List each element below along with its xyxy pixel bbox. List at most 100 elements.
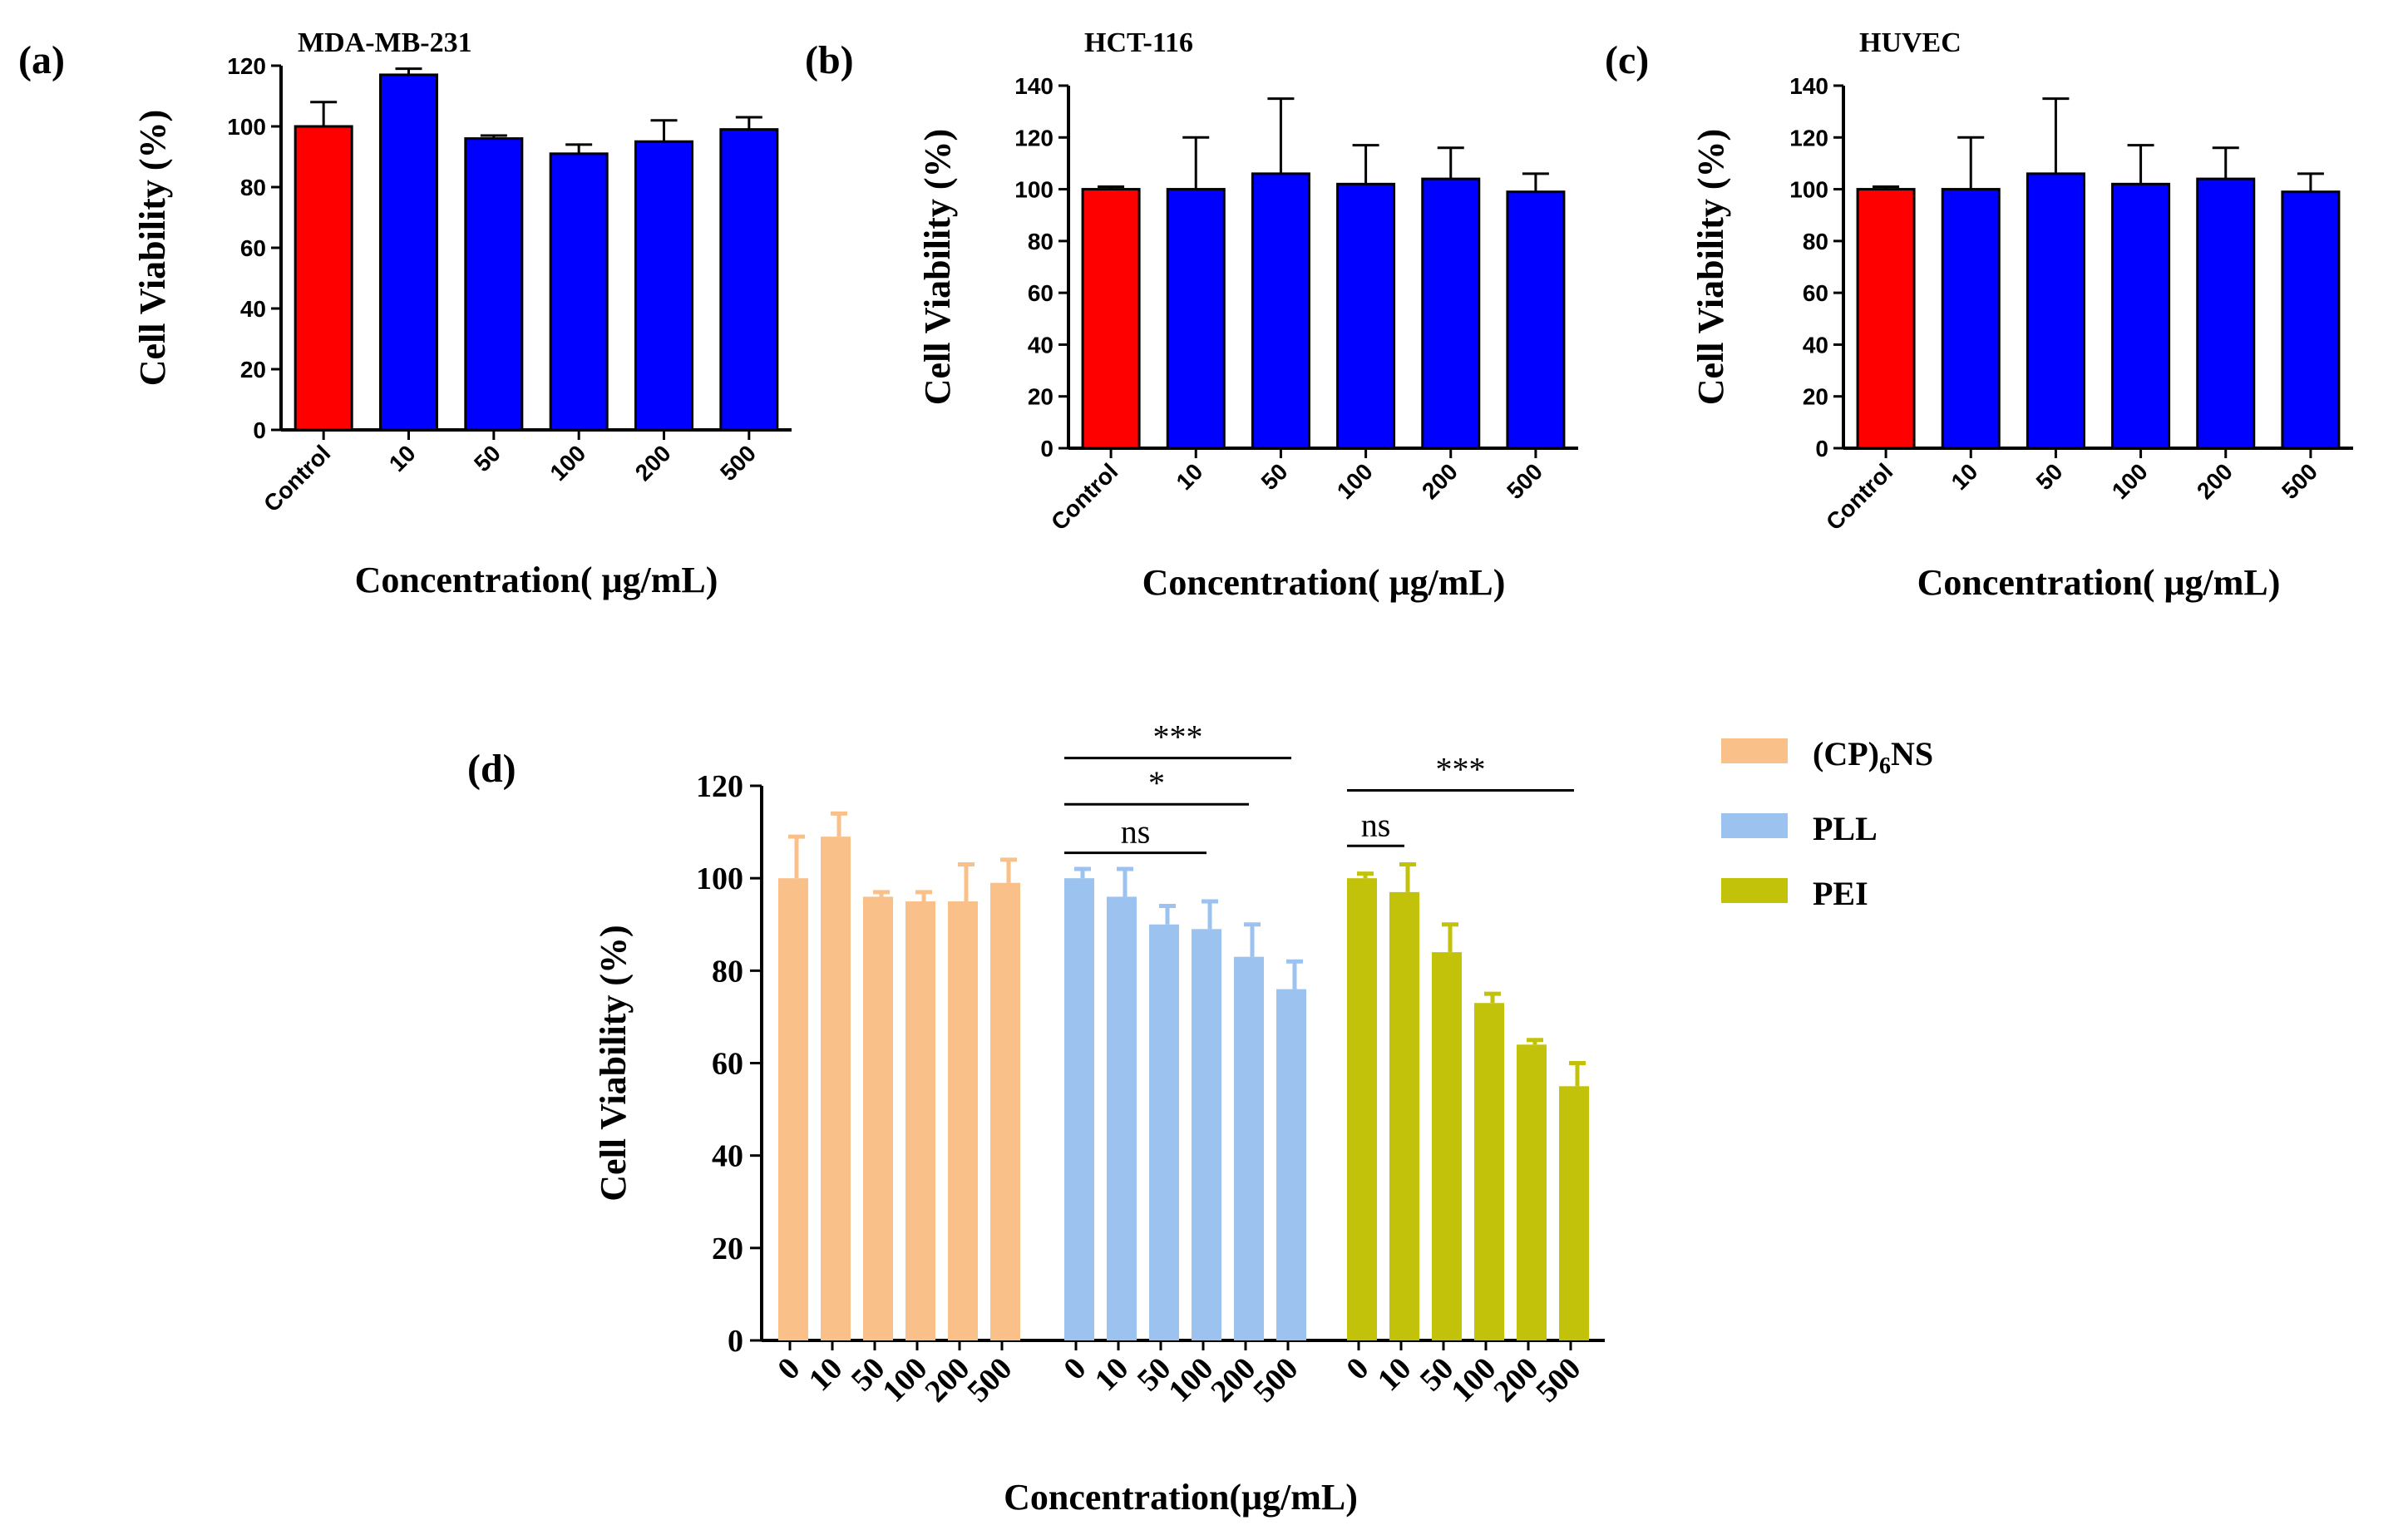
y-tick-label: 20 (712, 1231, 743, 1266)
y-axis-title: Cell Viability (%) (132, 110, 173, 386)
y-tick-label: 60 (1028, 280, 1054, 306)
x-tick-label: 500 (1246, 1351, 1305, 1409)
panel-a-chart: (a) MDA-MB-231 0 20 40 60 80 100 120 Control 10 5… (18, 27, 792, 600)
panel-d-letter: (d) (467, 747, 516, 791)
x-tick-label: 50 (469, 440, 506, 476)
x-tick-label: 100 (545, 440, 590, 486)
bar (1941, 188, 2001, 450)
y-tick-label: 0 (253, 417, 266, 443)
x-tick-label: 100 (1332, 458, 1378, 504)
y-tick-label: 40 (1803, 332, 1828, 358)
y-tick-label: 20 (240, 357, 266, 383)
x-tick-label: 200 (630, 440, 676, 486)
bar (1856, 188, 1916, 450)
x-tick-label: 100 (2107, 458, 2153, 504)
y-tick-label: 0 (1040, 436, 1054, 461)
significance-label: *** (1153, 718, 1203, 756)
y-tick-label: 40 (240, 296, 266, 322)
bar (778, 878, 808, 1340)
bar (1149, 924, 1179, 1340)
bar (1276, 989, 1306, 1340)
legend-swatch (1721, 813, 1788, 838)
bar (990, 882, 1020, 1340)
bar (294, 125, 353, 432)
panel-b-chart: (b) HCT-116 0 20 40 60 80 100 120 140 Control 10 5… (805, 27, 1578, 603)
panel-a-letter: (a) (18, 38, 65, 82)
y-tick-label: 120 (1789, 125, 1828, 151)
bar (1389, 891, 1419, 1340)
bar (821, 837, 851, 1340)
y-tick-label: 120 (696, 769, 743, 804)
bar (1064, 878, 1094, 1340)
bar (549, 152, 609, 432)
x-tick-label: 0 (1340, 1351, 1375, 1387)
y-tick-label: 80 (240, 175, 266, 200)
legend-swatch (1721, 738, 1788, 763)
bar (1432, 952, 1462, 1340)
bar (1234, 956, 1264, 1340)
bar (1506, 190, 1566, 450)
bar (1166, 188, 1226, 450)
x-tick-label: 10 (1371, 1351, 1419, 1399)
y-tick-label: 80 (712, 954, 743, 989)
x-tick-label: 500 (960, 1351, 1019, 1409)
x-axis-title: Concentration(μg/mL) (1004, 1477, 1358, 1518)
x-tick-label: 500 (715, 440, 761, 486)
bar (719, 128, 779, 432)
x-tick-label: 0 (1057, 1351, 1093, 1387)
y-tick-label: 20 (1803, 384, 1828, 410)
x-tick-label: 0 (771, 1351, 807, 1387)
y-tick-label: 80 (1028, 229, 1054, 254)
bar (2026, 172, 2085, 450)
x-tick-label: 10 (1088, 1351, 1136, 1399)
y-tick-label: 100 (1014, 177, 1054, 203)
panel-a-title: MDA-MB-231 (298, 27, 472, 58)
legend-label: PEI (1813, 875, 1868, 912)
x-axis-title: Concentration( μg/mL) (355, 560, 718, 600)
x-tick-label: 50 (1256, 458, 1293, 495)
x-tick-label: Control (259, 440, 335, 516)
y-tick-label: 60 (1803, 280, 1828, 306)
panel-b-letter: (b) (805, 38, 854, 82)
x-axis-title: Concentration( μg/mL) (1917, 562, 2281, 603)
panel-c-title: HUVEC (1859, 27, 1961, 58)
x-tick-label: 10 (1947, 458, 1983, 495)
y-axis-title: Cell Viability (%) (593, 925, 634, 1201)
bar (1251, 172, 1310, 450)
y-tick-label: 20 (1028, 384, 1054, 410)
bar (2281, 190, 2341, 450)
bar (1336, 182, 1396, 450)
x-tick-label: 500 (1529, 1351, 1587, 1409)
x-tick-label: Control (1046, 458, 1123, 535)
y-tick-label: 60 (712, 1047, 743, 1082)
bar (1347, 878, 1377, 1340)
bar (1559, 1086, 1589, 1340)
y-tick-label: 100 (227, 114, 266, 140)
x-axis-title: Concentration( μg/mL) (1142, 562, 1506, 603)
legend-label-main: (CP) (1813, 735, 1879, 772)
bar (1517, 1044, 1547, 1340)
y-tick-label: 40 (1028, 332, 1054, 358)
legend-label-tail: NS (1891, 735, 1933, 772)
x-tick-label: 500 (1502, 458, 1547, 504)
legend-label-subscript: 6 (1879, 753, 1891, 779)
y-tick-label: 140 (1789, 73, 1828, 99)
bar (464, 137, 524, 432)
significance-label: *** (1436, 751, 1486, 788)
bar (2196, 177, 2256, 450)
x-tick-label: 50 (2031, 458, 2068, 495)
x-tick-label: Control (1821, 458, 1897, 535)
x-tick-label: 10 (1172, 458, 1208, 495)
x-tick-label: 200 (2192, 458, 2238, 504)
y-tick-label: 120 (227, 53, 266, 79)
x-tick-label: 500 (2277, 458, 2322, 504)
significance-label: ns (1121, 813, 1151, 851)
y-axis-title: Cell Viability (%) (917, 129, 958, 405)
legend-label: PLL (1813, 810, 1878, 847)
bar (863, 896, 893, 1340)
bar (379, 73, 438, 432)
panel-c-letter: (c) (1605, 38, 1649, 82)
y-tick-label: 80 (1803, 229, 1828, 254)
bar (948, 901, 978, 1340)
